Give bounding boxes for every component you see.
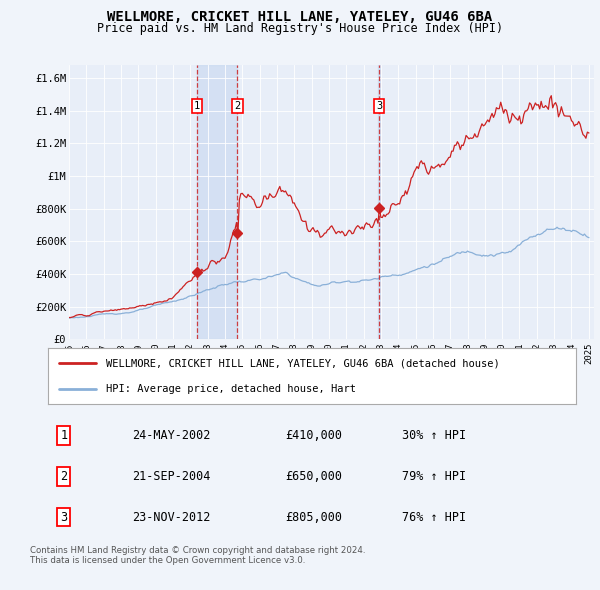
Text: 30% ↑ HPI: 30% ↑ HPI xyxy=(402,430,466,442)
Text: 2: 2 xyxy=(60,470,67,483)
Bar xyxy=(378,65,380,339)
Text: 79% ↑ HPI: 79% ↑ HPI xyxy=(402,470,466,483)
Text: WELLMORE, CRICKET HILL LANE, YATELEY, GU46 6BA: WELLMORE, CRICKET HILL LANE, YATELEY, GU… xyxy=(107,10,493,24)
Text: £650,000: £650,000 xyxy=(286,470,343,483)
Text: 24-MAY-2002: 24-MAY-2002 xyxy=(133,430,211,442)
Text: Price paid vs. HM Land Registry's House Price Index (HPI): Price paid vs. HM Land Registry's House … xyxy=(97,22,503,35)
Text: 3: 3 xyxy=(376,101,382,111)
Text: 1: 1 xyxy=(60,430,67,442)
Bar xyxy=(197,65,238,339)
Text: 2: 2 xyxy=(234,101,241,111)
Text: £805,000: £805,000 xyxy=(286,510,343,523)
Text: £410,000: £410,000 xyxy=(286,430,343,442)
Text: HPI: Average price, detached house, Hart: HPI: Average price, detached house, Hart xyxy=(106,384,356,394)
Text: 76% ↑ HPI: 76% ↑ HPI xyxy=(402,510,466,523)
Text: WELLMORE, CRICKET HILL LANE, YATELEY, GU46 6BA (detached house): WELLMORE, CRICKET HILL LANE, YATELEY, GU… xyxy=(106,358,500,368)
Text: 1: 1 xyxy=(194,101,200,111)
Text: 23-NOV-2012: 23-NOV-2012 xyxy=(133,510,211,523)
Text: Contains HM Land Registry data © Crown copyright and database right 2024.
This d: Contains HM Land Registry data © Crown c… xyxy=(30,546,365,565)
Text: 21-SEP-2004: 21-SEP-2004 xyxy=(133,470,211,483)
Text: 3: 3 xyxy=(60,510,67,523)
